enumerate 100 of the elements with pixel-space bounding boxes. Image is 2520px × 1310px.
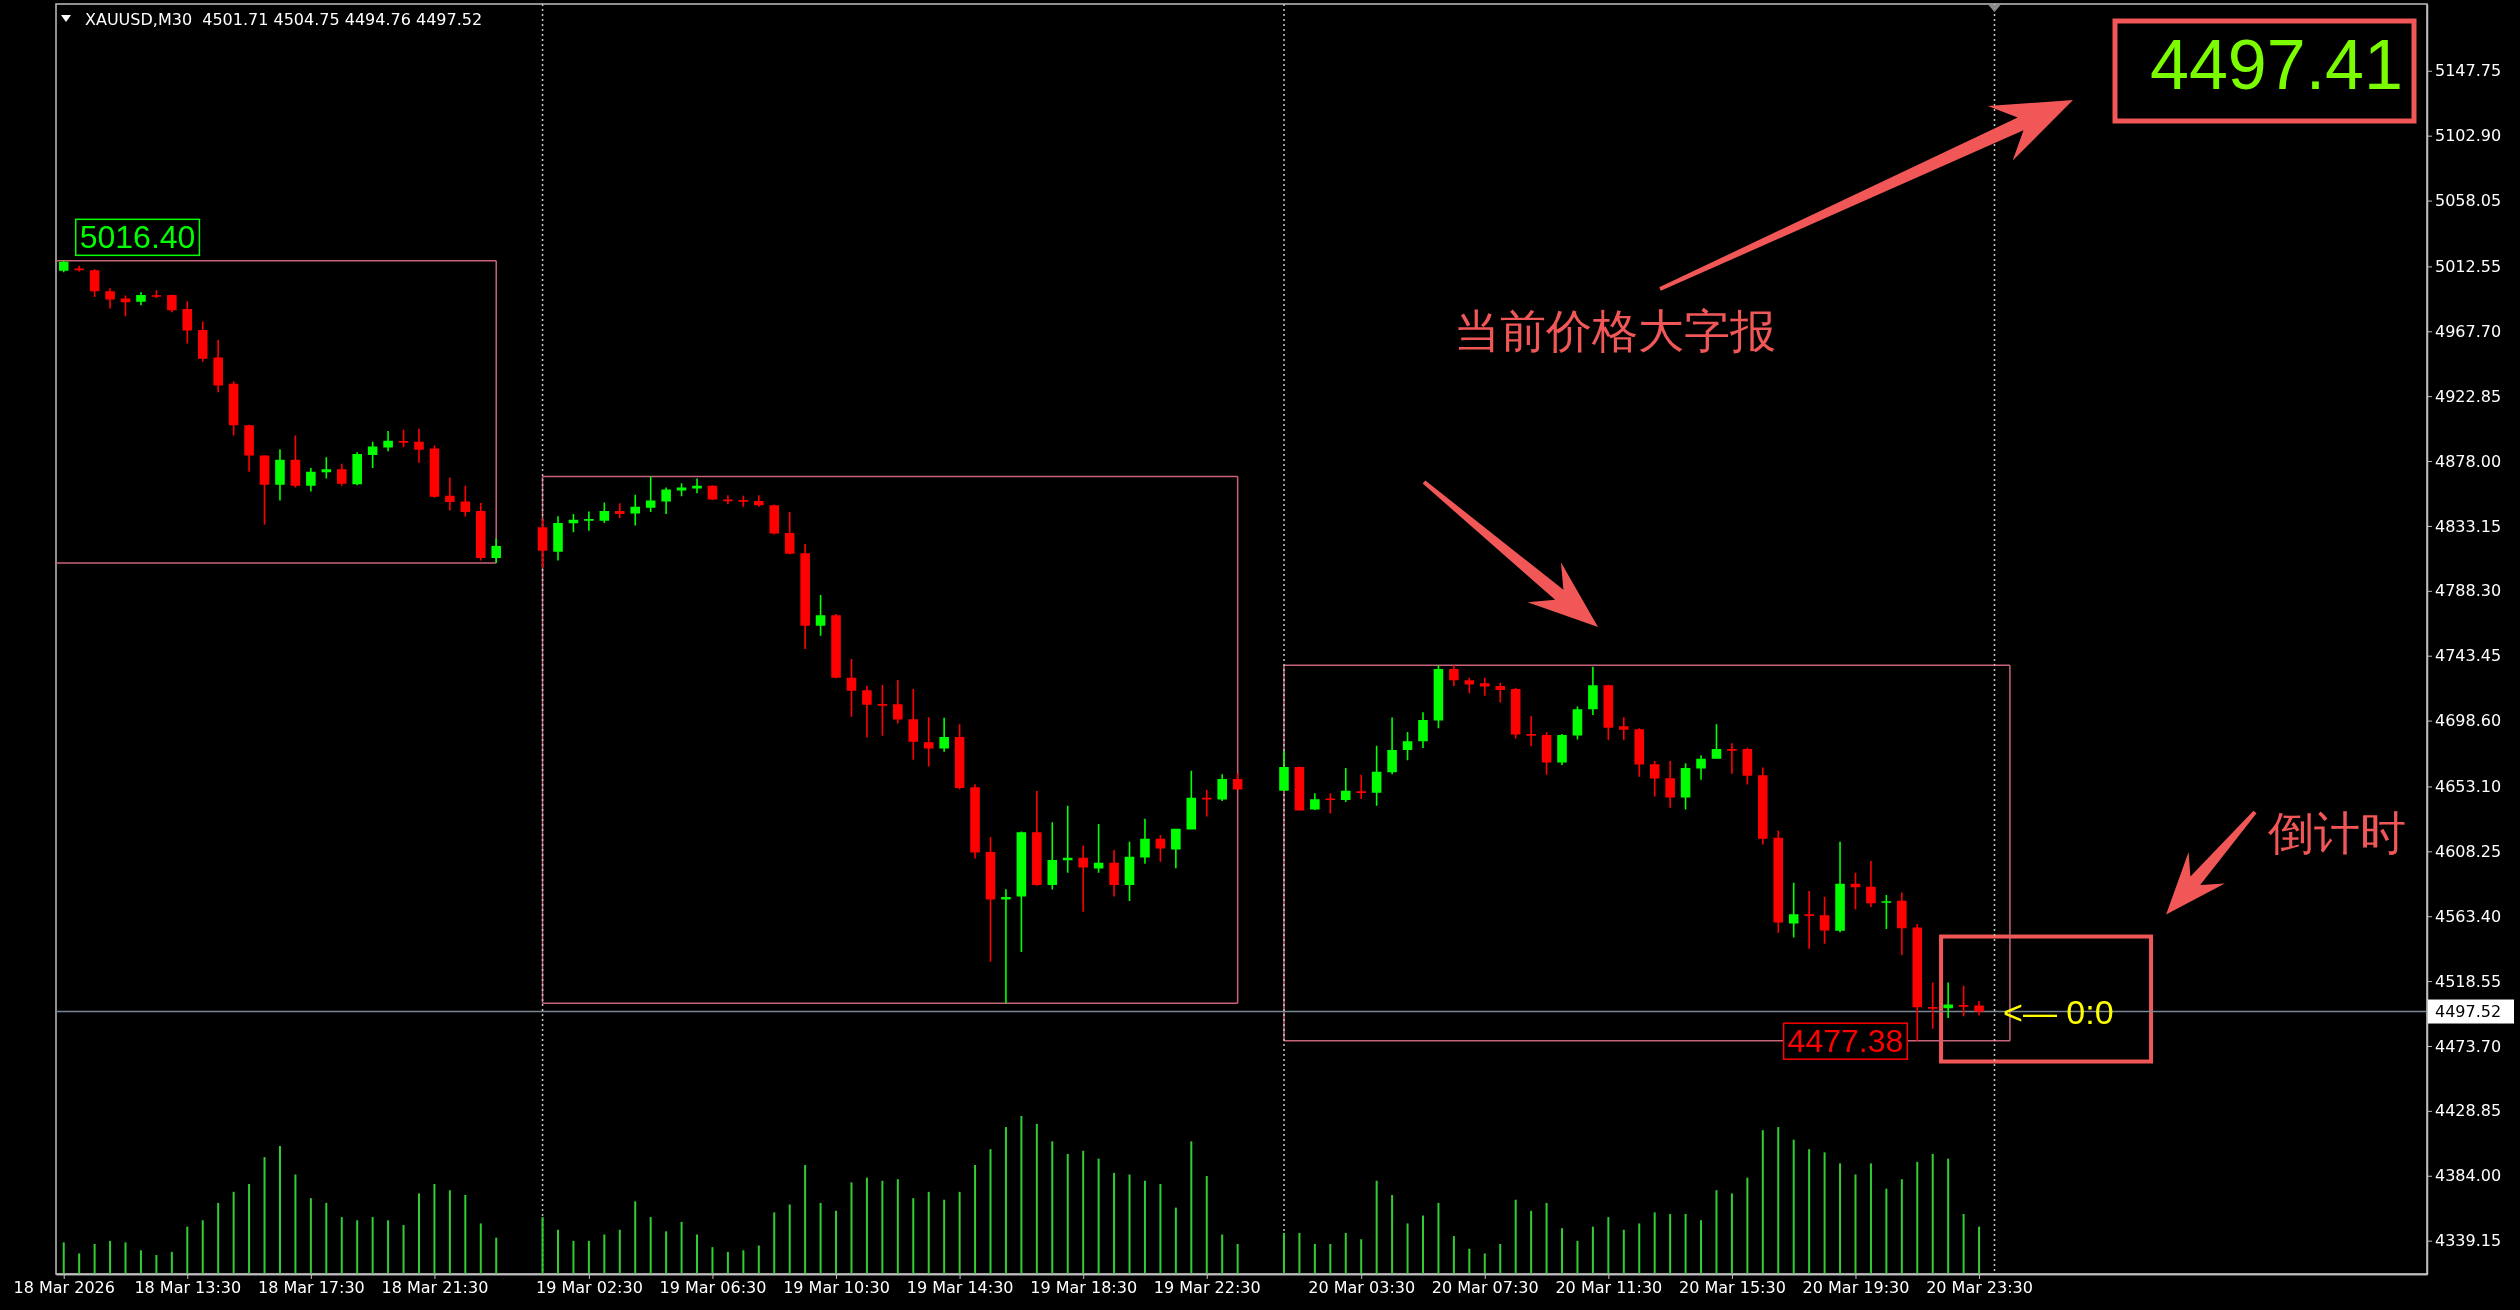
candlestick: [1927, 982, 1938, 1029]
bar: [541, 1217, 544, 1274]
bar: [1638, 1223, 1641, 1274]
bar: [1514, 1199, 1517, 1274]
bar: [804, 1164, 807, 1274]
bar: [1607, 1217, 1610, 1274]
y-tick-label: 4339.15: [2435, 1231, 2502, 1251]
bar: [340, 1217, 343, 1274]
bar: [1591, 1226, 1594, 1274]
candlestick: [1062, 805, 1073, 873]
y-tick-label: 4698.60: [2435, 711, 2502, 731]
y-tick-label: 4922.85: [2435, 386, 2502, 406]
bar: [773, 1212, 776, 1274]
x-tick-label: 20 Mar 19:30: [1802, 1278, 1910, 1298]
bar: [186, 1226, 189, 1274]
x-tick-label: 18 Mar 13:30: [134, 1278, 242, 1298]
y-tick-label: 4788.30: [2435, 581, 2502, 601]
candlestick: [1866, 861, 1876, 908]
bar: [665, 1231, 668, 1274]
bar: [1792, 1139, 1795, 1274]
ref-line-label: 4497.52: [2435, 1002, 2502, 1022]
annotation: 当前价格大字报: [1454, 304, 1776, 357]
candlestick: [1449, 665, 1459, 687]
bar: [263, 1157, 266, 1274]
bar: [1051, 1141, 1054, 1274]
candlestick: [1479, 677, 1490, 696]
y-tick-label: 5012.55: [2435, 257, 2502, 276]
bar: [1700, 1220, 1703, 1274]
bar: [1159, 1183, 1162, 1274]
bar: [1035, 1123, 1038, 1274]
x-tick-label: 20 Mar 23:30: [1926, 1278, 2033, 1298]
bar: [417, 1193, 420, 1274]
bar: [93, 1243, 96, 1274]
bar: [1653, 1212, 1656, 1274]
candlestick: [213, 339, 223, 393]
bar: [835, 1210, 838, 1274]
candlestick: [1727, 743, 1737, 774]
y-tick-label: 5147.75: [2435, 61, 2502, 81]
candlestick: [1171, 828, 1181, 869]
x-tick-label: 18 Mar 2026: [13, 1278, 115, 1298]
bar: [1298, 1232, 1301, 1274]
candlestick: [1310, 793, 1320, 811]
candlestick: [615, 503, 625, 519]
bar: [1499, 1243, 1502, 1274]
y-tick-label: 4967.70: [2435, 321, 2502, 341]
y-tick-label: 4608.25: [2435, 841, 2502, 861]
bar: [1730, 1193, 1733, 1274]
x-tick-label: 20 Mar 11:30: [1555, 1278, 1663, 1298]
candlestick: [1804, 891, 1814, 949]
candlestick: [862, 685, 872, 738]
bar: [912, 1198, 915, 1274]
y-tick-label: 5058.05: [2435, 191, 2502, 211]
bar: [850, 1182, 853, 1274]
bar: [278, 1146, 281, 1274]
candlestick: [1974, 1001, 1984, 1016]
bar: [572, 1240, 575, 1274]
bar: [1190, 1141, 1193, 1274]
candlestick: [754, 495, 764, 507]
y-tick-label: 4563.40: [2435, 906, 2502, 926]
candlestick: [1619, 717, 1629, 741]
bar: [1761, 1130, 1764, 1274]
bar: [1576, 1240, 1579, 1274]
x-tick-label: 19 Mar 14:30: [906, 1278, 1014, 1298]
x-tick-label: 18 Mar 17:30: [257, 1278, 365, 1298]
candlestick: [630, 494, 641, 526]
candlestick: [553, 516, 563, 561]
candlestick: [105, 288, 115, 309]
candlestick: [1340, 767, 1351, 802]
candlestick: [1835, 841, 1845, 933]
candlestick: [1788, 882, 1799, 938]
candlestick: [1557, 734, 1567, 766]
bar: [603, 1234, 606, 1274]
bar: [78, 1253, 81, 1274]
bar: [1128, 1174, 1131, 1274]
bar: [495, 1237, 498, 1274]
bar: [433, 1183, 436, 1274]
bar: [356, 1220, 359, 1274]
y-tick-label: 4473.70: [2435, 1036, 2502, 1056]
y-tick-label: 4743.45: [2435, 646, 2502, 666]
candlestick: [414, 428, 424, 463]
bar: [1313, 1243, 1316, 1274]
bar: [711, 1247, 714, 1274]
bar: [155, 1255, 158, 1274]
candlestick: [197, 321, 208, 362]
bar: [217, 1202, 220, 1274]
candlestick: [1526, 716, 1536, 747]
bar: [1900, 1179, 1903, 1274]
chart-title: XAUUSD,M30 4501.71 4504.75 4494.76 4497.52: [85, 9, 483, 29]
bar: [1823, 1152, 1826, 1274]
bar: [1808, 1149, 1811, 1274]
y-tick-label: 4384.00: [2435, 1166, 2502, 1186]
bar: [958, 1191, 961, 1274]
bar: [1282, 1232, 1285, 1274]
bar: [1561, 1228, 1564, 1274]
bar: [696, 1234, 699, 1274]
bar: [170, 1251, 173, 1274]
bar: [139, 1250, 142, 1274]
bar: [1082, 1150, 1085, 1274]
bar: [1020, 1116, 1023, 1274]
bar: [943, 1199, 946, 1274]
